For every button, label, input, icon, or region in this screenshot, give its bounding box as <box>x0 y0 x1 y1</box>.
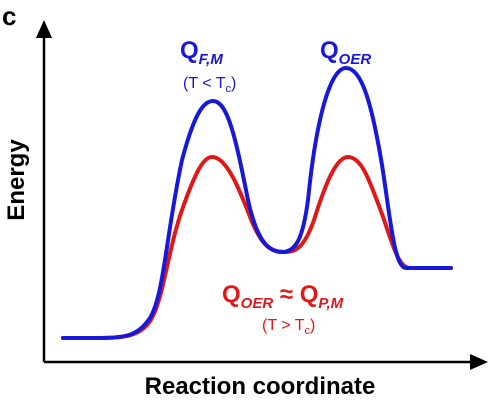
blue-left-label: QF,M <box>180 37 223 68</box>
blue-right-label: QOER <box>320 37 371 68</box>
blue-right-sub: OER <box>339 51 372 68</box>
panel-label: c <box>2 1 16 31</box>
red-cond-prefix: (T > T <box>262 317 305 334</box>
y-axis-label: Energy <box>3 139 30 221</box>
blue-left-condition: (T < Tc) <box>183 75 236 95</box>
red-main2: Q <box>300 281 319 308</box>
blue-right-main: Q <box>320 37 339 64</box>
red-cond-suffix: ) <box>310 317 315 334</box>
y-axis-arrowhead <box>36 20 52 38</box>
blue-left-cond-suffix: ) <box>231 75 236 92</box>
red-label: QOER ≈ QP,M <box>222 281 344 312</box>
red-condition: (T > Tc) <box>262 317 315 337</box>
blue-left-sub: F,M <box>199 51 224 68</box>
x-axis-label: Reaction coordinate <box>145 373 376 400</box>
red-main1: Q <box>222 281 241 308</box>
red-sub1: OER <box>241 295 274 312</box>
blue-energy-curve <box>61 66 453 340</box>
blue-left-cond-prefix: (T < T <box>183 75 226 92</box>
red-sub2: P,M <box>318 295 343 312</box>
x-axis-arrowhead <box>470 354 488 370</box>
blue-left-cond-sub: c <box>226 83 232 95</box>
blue-left-main: Q <box>180 37 199 64</box>
red-cond-sub: c <box>305 325 311 337</box>
red-approx: ≈ <box>273 281 300 308</box>
